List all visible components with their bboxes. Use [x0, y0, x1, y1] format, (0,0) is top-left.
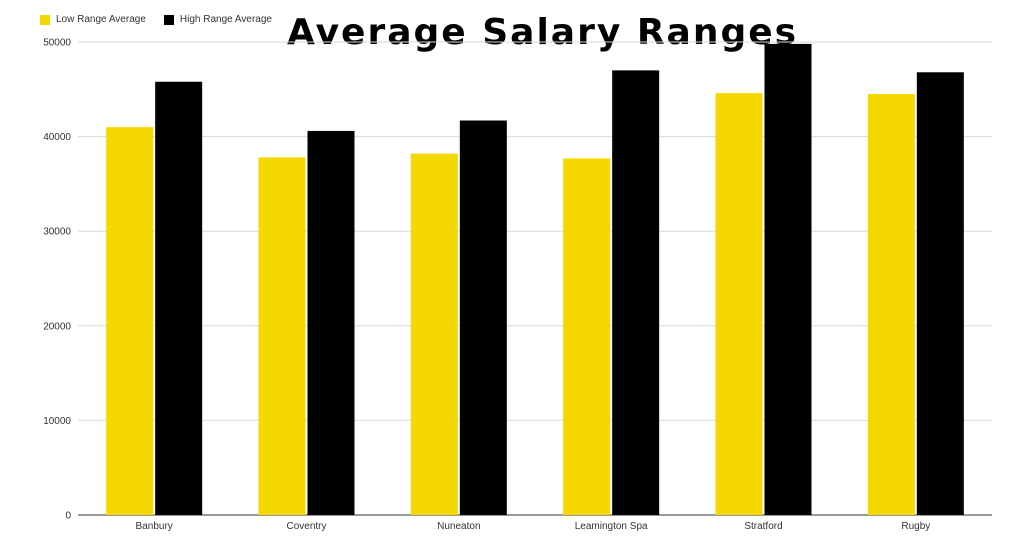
x-tick-label: Nuneaton: [437, 521, 480, 532]
chart-title: Average Salary Ranges: [287, 12, 799, 53]
y-tick-label: 10000: [43, 416, 71, 427]
legend-item-high: High Range Average: [163, 14, 272, 25]
x-tick-label: Leamington Spa: [575, 521, 648, 532]
bar-low-leamington-spa: [563, 158, 611, 515]
bar-high-coventry: [307, 130, 355, 515]
bar-low-banbury: [106, 127, 154, 515]
x-tick-label: Coventry: [286, 521, 326, 532]
legend-label-low: Low Range Average: [56, 14, 146, 25]
x-tick-label: Stratford: [744, 521, 782, 532]
y-tick-label: 30000: [43, 227, 71, 238]
y-tick-label: 40000: [43, 132, 71, 143]
legend-item-low: Low Range Average: [40, 14, 146, 25]
bar-high-stratford: [764, 43, 812, 515]
bar-high-banbury: [155, 81, 203, 516]
bar-low-coventry: [258, 157, 306, 516]
legend-swatch-low: [40, 14, 50, 25]
bar-high-rugby: [916, 72, 964, 515]
y-tick-label: 20000: [43, 321, 71, 332]
bar-low-stratford: [715, 93, 763, 516]
bar-low-nuneaton: [410, 153, 458, 516]
legend: Low Range Average High Range Average: [40, 14, 290, 25]
bar-low-rugby: [867, 94, 915, 515]
bar-high-nuneaton: [459, 120, 507, 515]
legend-label-high: High Range Average: [179, 14, 272, 25]
y-tick-label: 0: [65, 511, 71, 522]
x-tick-label: Banbury: [136, 521, 173, 532]
x-tick-label: Rugby: [901, 521, 930, 532]
bar-high-leamington-spa: [612, 70, 660, 515]
y-tick-label: 50000: [43, 38, 71, 49]
legend-swatch-high: [163, 14, 174, 25]
